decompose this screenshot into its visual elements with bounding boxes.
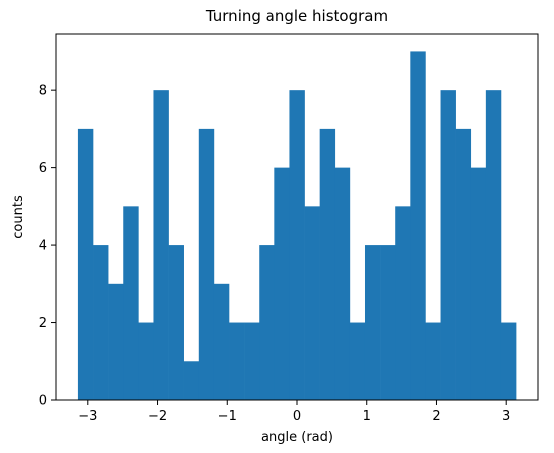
histogram-bar — [410, 51, 426, 401]
y-axis-label: counts — [11, 195, 26, 239]
histogram-bar — [485, 90, 502, 401]
histogram-bar — [198, 128, 215, 400]
histogram-bar — [380, 245, 396, 400]
y-tick-label: 0 — [39, 394, 47, 409]
y-tick-label: 8 — [39, 84, 47, 99]
histogram-bar — [470, 167, 487, 400]
histogram-bar — [123, 206, 139, 400]
y-tick-label: 2 — [39, 316, 47, 331]
histogram-bar — [455, 128, 472, 400]
histogram-bar — [153, 90, 169, 401]
plot-frame — [55, 33, 539, 401]
histogram-bar — [138, 322, 154, 400]
x-tick-label: −1 — [218, 409, 237, 424]
y-tick-label: 6 — [39, 161, 47, 176]
histogram-bar — [364, 245, 381, 400]
histogram-bar — [289, 90, 305, 401]
x-axis-ticks: −3 −2 −1 0 1 2 3 — [78, 400, 510, 424]
histogram-bar — [259, 245, 275, 400]
histogram-bar — [425, 322, 441, 400]
histogram-bar — [304, 206, 320, 400]
y-tick-label: 4 — [39, 239, 47, 254]
x-tick-label: 0 — [293, 409, 301, 424]
x-tick-label: 2 — [432, 409, 440, 424]
x-tick-label: −3 — [78, 409, 97, 424]
histogram-bar — [77, 128, 94, 400]
x-tick-label: 1 — [363, 409, 371, 424]
histogram-bar — [108, 283, 124, 400]
bars-group — [77, 51, 517, 401]
histogram-bar — [168, 245, 184, 400]
chart-title: Turning angle histogram — [205, 7, 388, 25]
histogram-bar — [183, 361, 200, 400]
histogram-bar — [440, 90, 456, 401]
histogram-bar — [500, 322, 517, 400]
histogram-bar — [229, 322, 245, 400]
histogram-bar — [93, 245, 109, 400]
x-tick-label: 3 — [502, 409, 510, 424]
histogram-bar — [213, 283, 230, 400]
x-axis-label: angle (rad) — [261, 430, 333, 445]
histogram-bar — [395, 206, 411, 400]
histogram-bar — [334, 167, 351, 400]
histogram-bar — [349, 322, 366, 400]
histogram-bar — [274, 167, 290, 400]
histogram-bar — [319, 128, 336, 400]
x-tick-label: −2 — [148, 409, 167, 424]
histogram-bar — [244, 322, 260, 400]
y-axis-ticks: 0 2 4 6 8 — [39, 84, 56, 409]
